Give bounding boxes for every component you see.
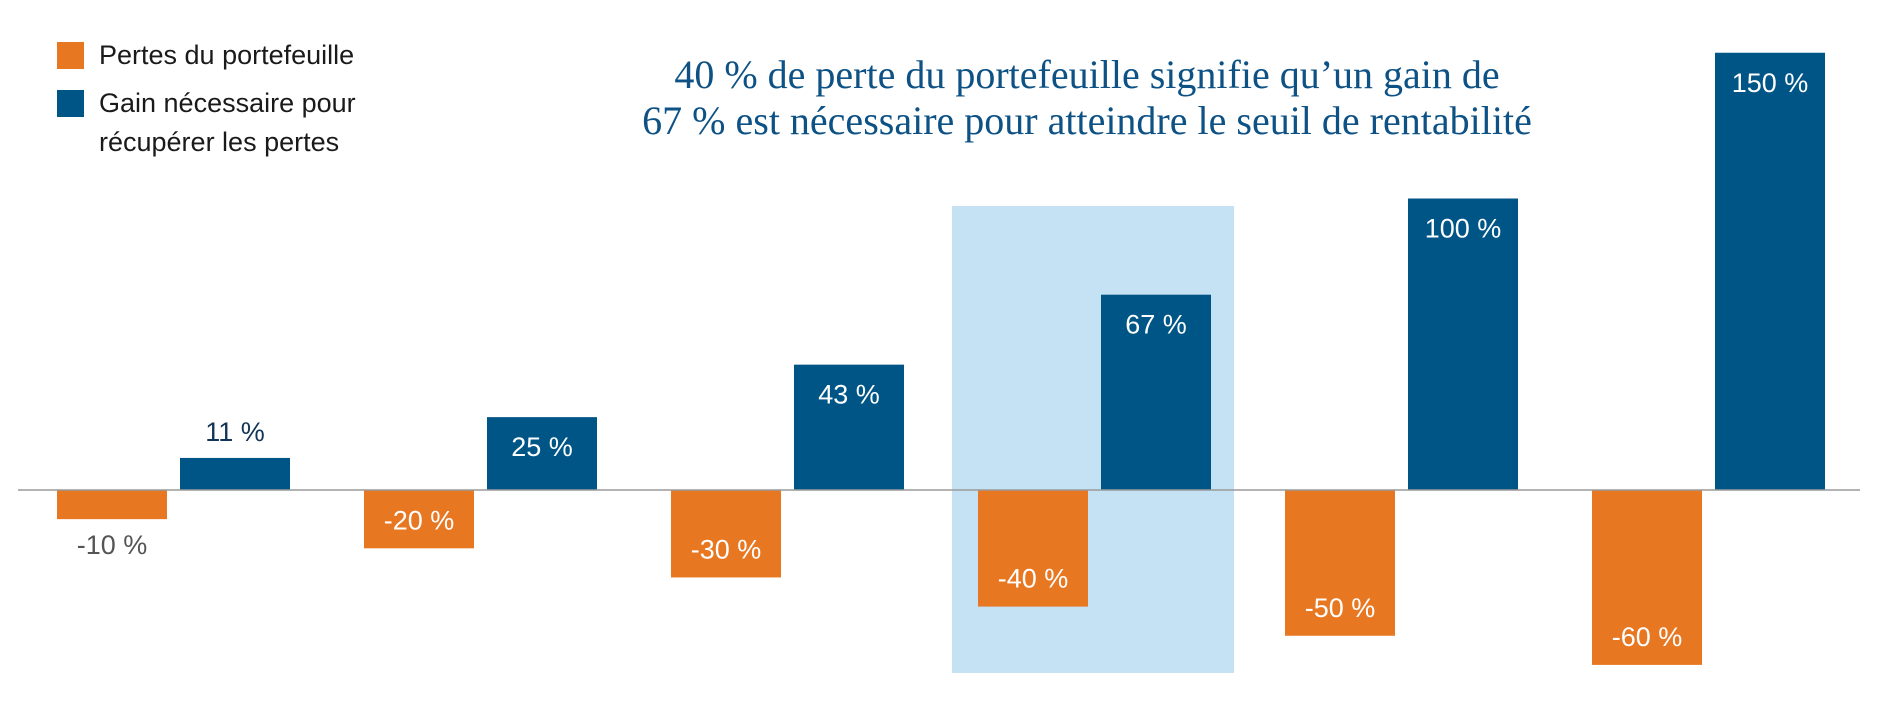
gain-bar-label-2: 25 % [511, 432, 573, 462]
legend-swatch-losses [57, 42, 84, 69]
bars [57, 52, 1825, 665]
legend-swatch-gains [57, 90, 84, 117]
loss-bar-2 [364, 490, 474, 549]
gain-bar-4 [1101, 294, 1211, 490]
loss-bar-1 [57, 490, 167, 520]
gain-bar-label-6: 150 % [1732, 68, 1809, 98]
gain-bar-label-1: 11 % [205, 417, 265, 447]
bar-labels: -10 % -20 % -30 % -40 % -50 % -60 % 11 % 25 % 43… [77, 68, 1809, 652]
loss-bar-label-6: -60 % [1612, 622, 1683, 652]
legend-label-gains-line2: récupérer les pertes [99, 127, 339, 157]
gain-bar-2 [487, 417, 597, 490]
gain-bar-1 [180, 457, 290, 490]
legend-label-losses: Pertes du portefeuille [99, 40, 354, 70]
loss-bar-label-5: -50 % [1305, 593, 1376, 623]
chart-title: 40 % de perte du portefeuille signifie q… [642, 52, 1532, 143]
loss-bar-4 [978, 490, 1088, 607]
gain-bar-label-4: 67 % [1125, 310, 1187, 340]
loss-bar-label-3: -30 % [691, 534, 762, 564]
loss-bar-label-4: -40 % [998, 564, 1069, 594]
gain-bar-label-3: 43 % [818, 380, 880, 410]
gain-bar-6 [1715, 52, 1825, 490]
loss-bar-6 [1592, 490, 1702, 665]
loss-bar-3 [671, 490, 781, 578]
loss-bar-label-2: -20 % [384, 505, 455, 535]
legend: Pertes du portefeuille Gain nécessaire p… [57, 40, 356, 157]
loss-bar-label-1: -10 % [77, 530, 148, 560]
title-line-2: 67 % est nécessaire pour atteindre le se… [642, 98, 1532, 143]
legend-label-gains-line1: Gain nécessaire pour [99, 88, 356, 118]
gain-bar-3 [794, 364, 904, 490]
title-line-1: 40 % de perte du portefeuille signifie q… [674, 52, 1499, 97]
gain-bar-label-5: 100 % [1425, 214, 1502, 244]
loss-bar-5 [1285, 490, 1395, 636]
gain-bar-5 [1408, 198, 1518, 490]
